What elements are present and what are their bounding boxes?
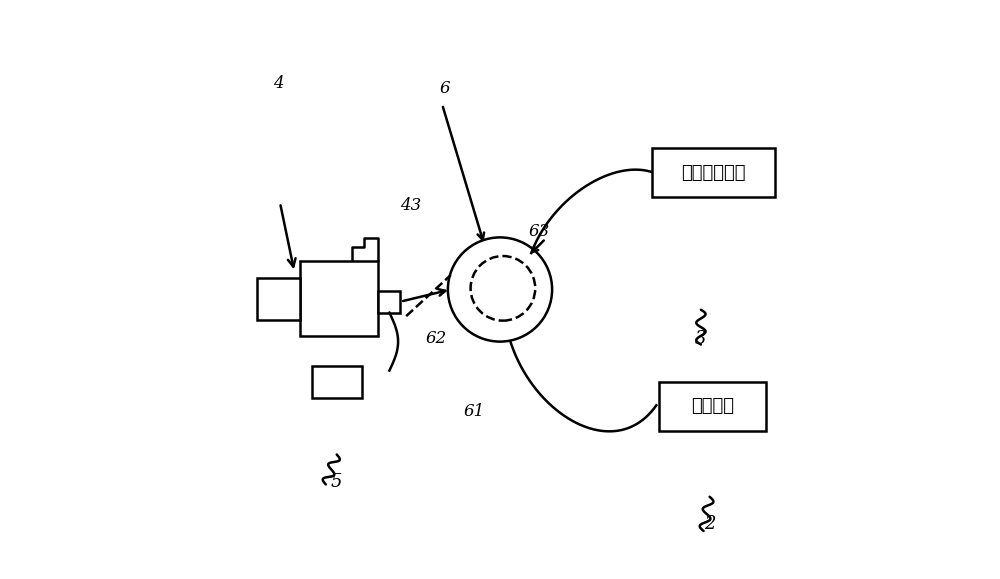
- FancyBboxPatch shape: [659, 382, 766, 431]
- Text: 62: 62: [426, 330, 447, 347]
- Text: 2: 2: [704, 515, 715, 533]
- Text: 61: 61: [463, 402, 485, 420]
- FancyBboxPatch shape: [312, 366, 362, 398]
- FancyBboxPatch shape: [300, 261, 378, 336]
- FancyBboxPatch shape: [378, 291, 400, 313]
- FancyBboxPatch shape: [652, 148, 775, 197]
- Text: 4: 4: [273, 75, 284, 93]
- Text: 耦合光源: 耦合光源: [692, 397, 735, 416]
- Text: 5: 5: [331, 472, 342, 491]
- Text: 3: 3: [695, 329, 707, 348]
- FancyBboxPatch shape: [257, 278, 300, 320]
- Text: 43: 43: [400, 197, 421, 214]
- Text: 6: 6: [440, 80, 450, 97]
- Text: 63: 63: [529, 223, 550, 240]
- Text: 光功率监测仪: 光功率监测仪: [681, 163, 746, 182]
